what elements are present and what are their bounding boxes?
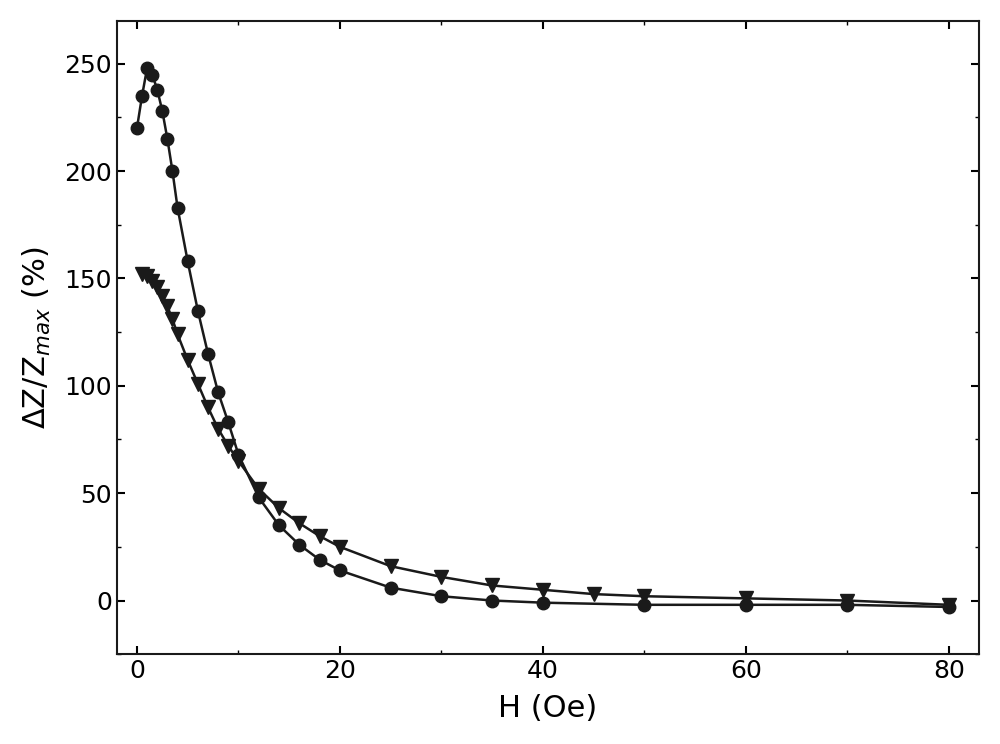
X-axis label: H (Oe): H (Oe) (498, 694, 598, 723)
Y-axis label: ΔZ/Z$_{max}$ (%): ΔZ/Z$_{max}$ (%) (21, 246, 53, 429)
